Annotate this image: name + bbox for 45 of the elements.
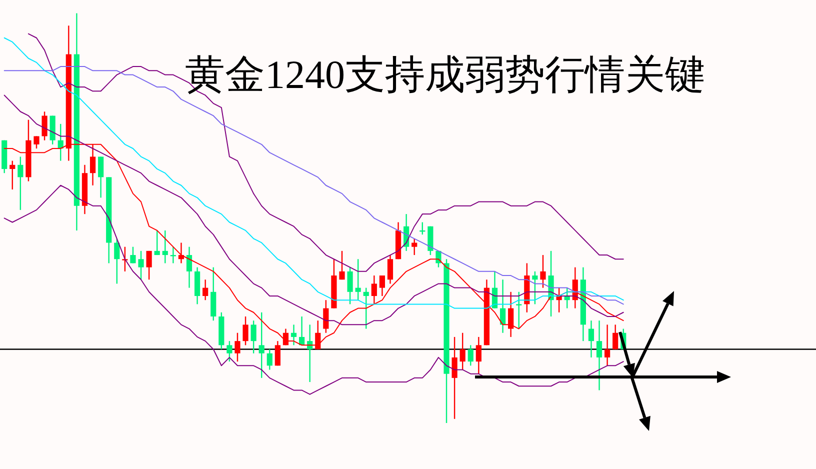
candlestick — [363, 287, 369, 330]
candlestick — [258, 312, 264, 379]
candlestick — [460, 332, 466, 370]
candlestick — [612, 324, 618, 350]
candlestick — [98, 156, 104, 198]
candlestick — [516, 291, 522, 330]
text: 黄金1240支持成弱势行情关键 — [185, 52, 705, 97]
candlestick — [234, 332, 240, 362]
candlestick — [18, 156, 24, 211]
candlestick — [42, 111, 48, 141]
candlestick — [476, 336, 482, 374]
candlestick — [250, 320, 256, 354]
candlestick — [452, 336, 458, 420]
candlestick — [266, 348, 272, 370]
candlestick — [274, 340, 280, 366]
candlestick — [540, 254, 546, 288]
candlestick — [122, 246, 128, 272]
candlestick — [371, 274, 377, 305]
candlestick — [355, 258, 361, 301]
candlestick — [387, 254, 394, 284]
candlestick — [290, 324, 297, 346]
candlestick — [10, 160, 16, 190]
candlestick — [596, 320, 602, 391]
candlestick — [339, 250, 345, 280]
candlestick — [242, 316, 248, 346]
candlestick — [468, 344, 474, 366]
candlestick — [604, 324, 610, 366]
candlestick — [186, 246, 192, 288]
candlestick — [226, 340, 232, 362]
candlestick — [347, 266, 353, 305]
candlestick — [146, 250, 152, 280]
candlestick — [412, 238, 418, 256]
candlestick — [307, 324, 313, 383]
candlestick — [202, 279, 208, 301]
candlestick — [162, 230, 168, 264]
candlestick — [588, 320, 594, 358]
candlestick — [532, 270, 538, 305]
candlestick — [379, 274, 385, 297]
candlestick — [323, 299, 329, 334]
candlestick — [114, 238, 120, 284]
candlestick — [154, 230, 160, 256]
candlestick — [138, 250, 144, 280]
candlestick — [130, 246, 136, 264]
candlestick — [34, 136, 40, 150]
candlestick — [508, 291, 514, 338]
